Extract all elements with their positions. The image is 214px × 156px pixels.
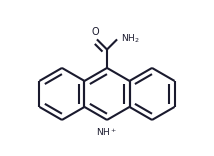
Text: $\mathregular{NH_2}$: $\mathregular{NH_2}$ [121,33,140,45]
Text: $\mathregular{NH^+}$: $\mathregular{NH^+}$ [96,126,118,138]
Text: O: O [92,27,99,37]
